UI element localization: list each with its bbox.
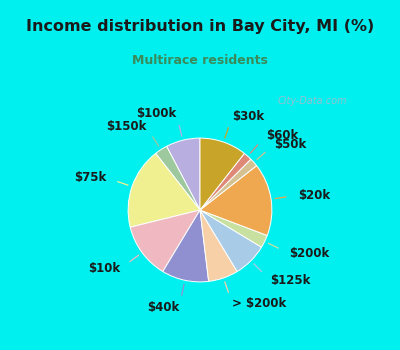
Text: $150k: $150k	[106, 120, 146, 133]
Text: Multirace residents: Multirace residents	[132, 54, 268, 67]
Wedge shape	[200, 166, 272, 236]
Wedge shape	[200, 210, 262, 272]
Text: Income distribution in Bay City, MI (%): Income distribution in Bay City, MI (%)	[26, 19, 374, 34]
Text: $10k: $10k	[88, 262, 120, 275]
Wedge shape	[130, 210, 200, 272]
Text: $40k: $40k	[147, 301, 179, 314]
Wedge shape	[200, 159, 256, 210]
Wedge shape	[200, 210, 267, 247]
Text: $60k: $60k	[266, 129, 298, 142]
Wedge shape	[200, 138, 244, 210]
Text: $30k: $30k	[232, 110, 264, 123]
Wedge shape	[156, 146, 200, 210]
Text: $75k: $75k	[74, 171, 106, 184]
Text: $125k: $125k	[270, 274, 310, 287]
Wedge shape	[200, 153, 251, 210]
Text: $200k: $200k	[289, 247, 330, 260]
Wedge shape	[128, 153, 200, 227]
Text: > $200k: > $200k	[232, 297, 287, 310]
Text: City-Data.com: City-Data.com	[277, 96, 347, 106]
Text: $50k: $50k	[274, 138, 306, 151]
Wedge shape	[166, 138, 200, 210]
Text: $20k: $20k	[298, 189, 330, 202]
Wedge shape	[200, 210, 237, 281]
Wedge shape	[163, 210, 209, 282]
Text: $100k: $100k	[136, 107, 176, 120]
